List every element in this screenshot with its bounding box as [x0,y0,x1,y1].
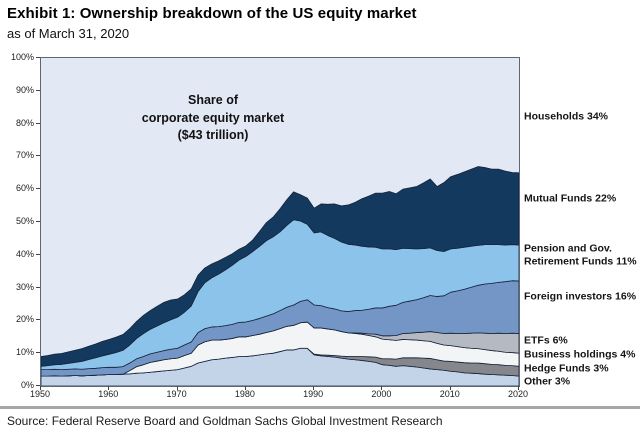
area-mutual-funds [41,166,519,367]
y-tick-label-40: 40% [15,248,34,259]
x-tick-label-2010: 2010 [439,389,460,399]
series-label-line: Mutual Funds 22% [524,192,617,205]
series-label-etfs-6-: ETFs 6% [524,335,638,348]
x-tick-mark-2000 [381,386,383,390]
y-tick-mark-0 [36,385,40,386]
y-tick-mark-10 [36,352,40,354]
y-tick-label-70: 70% [15,150,34,161]
annotation-line-1: Share of [187,93,238,107]
y-tick-label-20: 20% [15,314,34,325]
x-tick-label-2000: 2000 [371,389,392,399]
y-tick-mark-60 [36,188,40,190]
stacked-area-chart: Share of corporate equity market ($43 tr… [40,57,520,387]
series-label-pension-and-gov-: Pension and Gov. Retirement Funds 11% [524,242,638,267]
x-tick-label-1970: 1970 [166,389,187,399]
series-label-line: ETFs 6% [524,334,568,347]
page-subtitle: as of March 31, 2020 [7,26,130,41]
x-tick-label-1950: 1950 [29,389,51,399]
y-tick-label-80: 80% [15,117,34,128]
y-tick-label-90: 90% [15,84,34,95]
x-tick-label-1990: 1990 [303,389,324,399]
x-tick-mark-2020 [518,386,519,390]
y-tick-mark-90 [36,89,40,91]
annotation-line-3: ($43 trillion) [177,128,249,142]
series-label-foreign-investors-16-: Foreign investors 16% [524,291,638,304]
y-tick-label-10: 10% [15,347,34,358]
series-label-other-3-: Other 3% [524,376,638,389]
y-tick-mark-40 [36,253,40,255]
x-tick-mark-1950 [40,386,41,390]
x-tick-mark-1960 [108,386,110,390]
chart-annotation: Share of corporate equity market ($43 tr… [93,92,333,145]
series-label-line: Business holdings 4% [524,348,636,361]
source-line: Source: Federal Reserve Board and Goldma… [7,414,443,428]
y-tick-mark-50 [36,221,40,222]
y-tick-mark-30 [36,286,40,288]
footer-divider [0,406,640,409]
y-tick-mark-80 [36,122,40,124]
series-label-line: Retirement Funds 11% [524,255,637,267]
series-label-line: Other 3% [524,375,571,388]
y-tick-mark-100 [36,57,40,58]
x-tick-mark-1980 [244,386,246,390]
series-label-hedge-funds-3-: Hedge Funds 3% [524,363,638,376]
x-tick-label-1960: 1960 [98,389,119,399]
y-tick-label-0: 0% [20,380,34,390]
series-label-line: Foreign investors 16% [524,290,637,303]
annotation-line-2: corporate equity market [141,110,285,125]
y-tick-label-30: 30% [15,281,34,292]
y-tick-label-60: 60% [15,183,34,194]
y-tick-label-50: 50% [15,216,34,226]
x-tick-mark-1990 [313,386,315,390]
series-label-line: Households 34% [524,110,609,123]
series-label-business-holdings-4-: Business holdings 4% [524,349,638,362]
y-tick-mark-20 [36,319,40,321]
series-label-line: Pension and Gov. [524,242,612,255]
series-label-mutual-funds-22-: Mutual Funds 22% [524,193,638,206]
y-tick-label-100: 100% [10,52,34,62]
page-title: Exhibit 1: Ownership breakdown of the US… [7,5,417,22]
y-tick-mark-70 [36,155,40,157]
x-tick-mark-1970 [176,386,178,390]
x-tick-label-2020: 2020 [507,389,529,399]
series-label-households-34-: Households 34% [524,111,638,124]
series-label-line: Hedge Funds 3% [524,362,609,375]
x-tick-label-1980: 1980 [234,389,255,399]
chart-canvas [41,166,519,386]
x-tick-mark-2010 [449,386,451,390]
